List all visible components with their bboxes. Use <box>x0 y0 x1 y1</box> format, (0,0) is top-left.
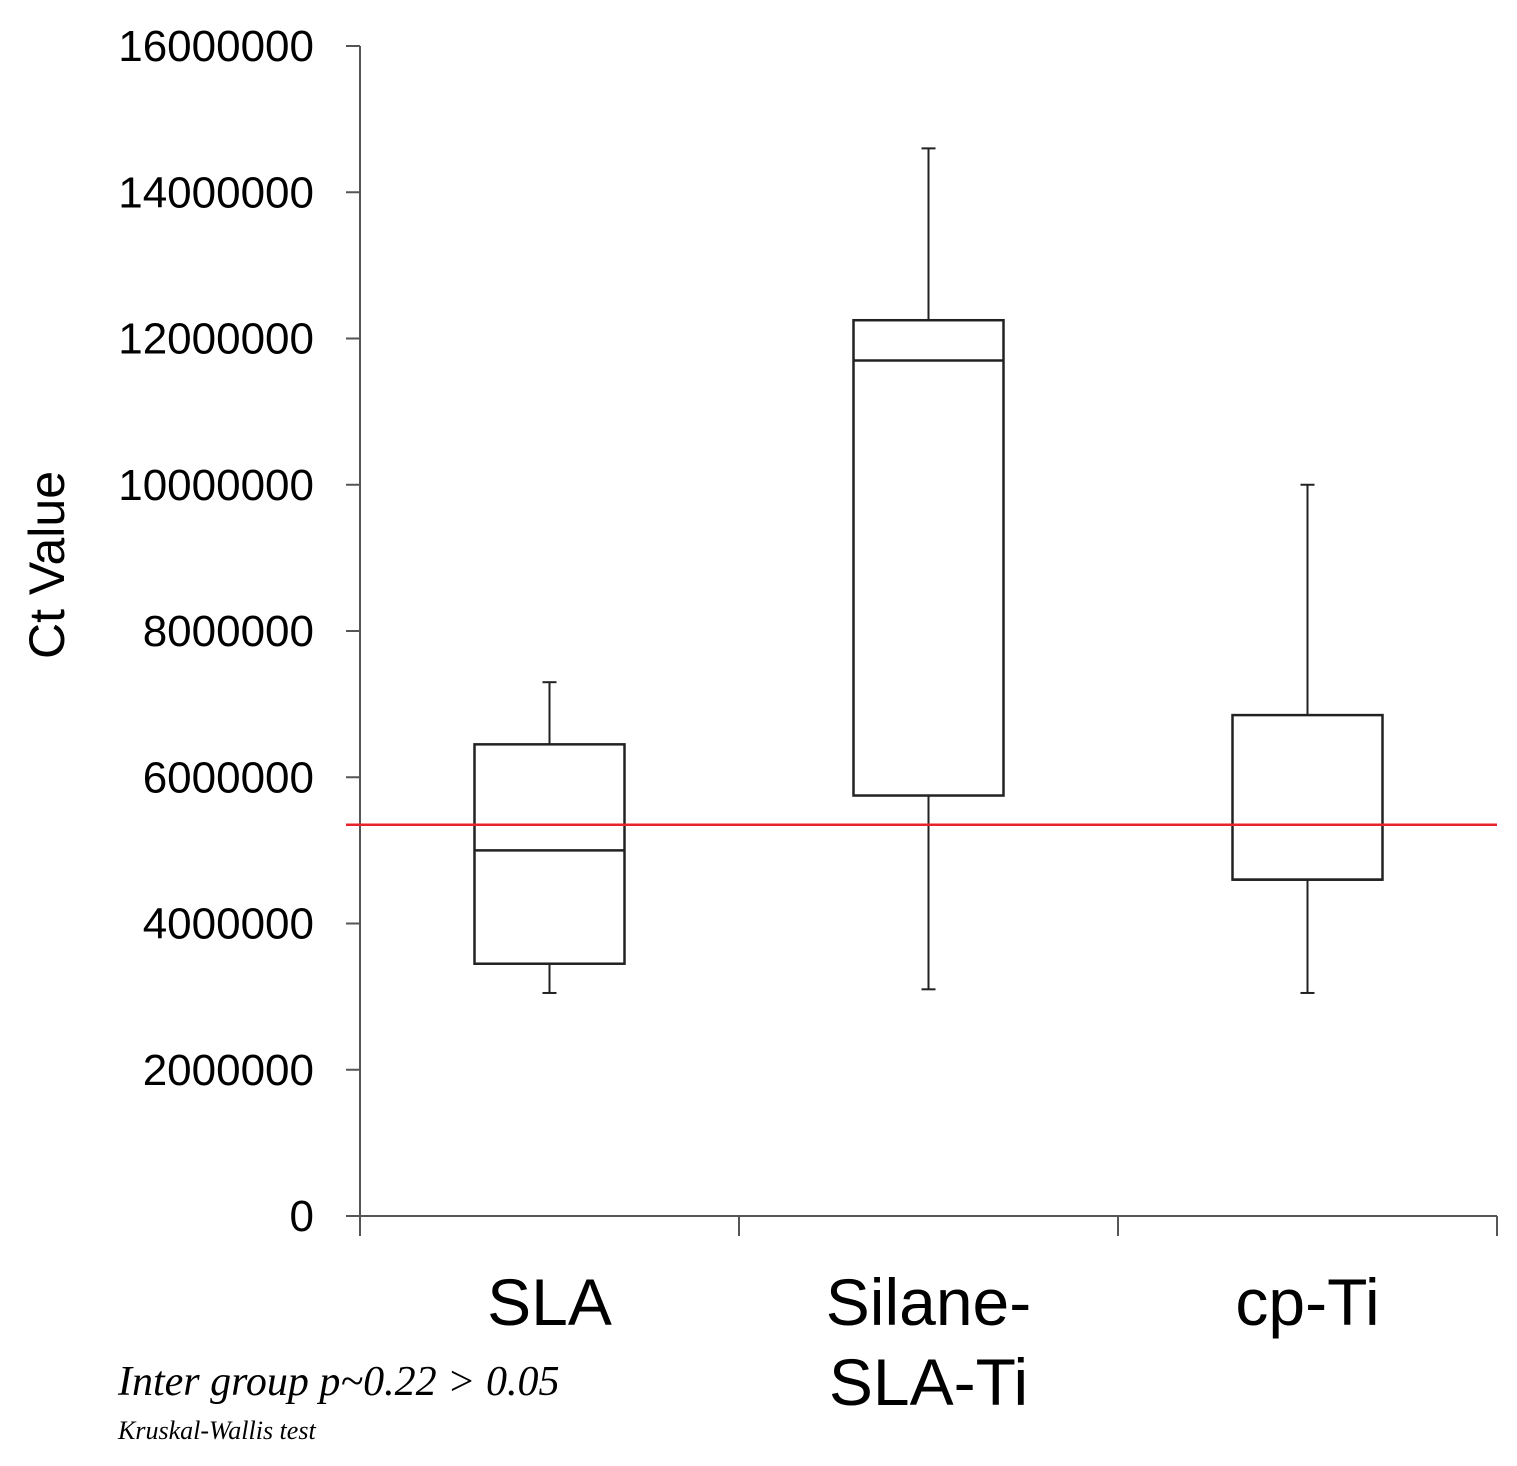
iqr-box <box>852 318 1005 797</box>
x-category-label: cp-Ti <box>1235 1265 1379 1339</box>
box-1 <box>852 147 1005 991</box>
y-axis: 0 2000000 4000000 6000000 8000000 10000000 120… <box>118 22 361 1241</box>
x-axis: SLA Silane-SLA-Ti cp-Ti <box>359 1215 1498 1419</box>
y-tick-label: 8000000 <box>143 607 314 656</box>
iqr-box <box>1231 713 1384 881</box>
y-tick-label: 4000000 <box>143 900 314 949</box>
y-tick-label: 6000000 <box>143 753 314 802</box>
y-tick-label: 10000000 <box>118 461 314 510</box>
stat-annotation: Inter group p~0.22 > 0.05 <box>117 1359 560 1405</box>
y-tick-label: 0 <box>290 1192 314 1241</box>
box-2 <box>1231 483 1384 994</box>
iqr-box <box>473 743 626 965</box>
x-category-label: SLA <box>487 1265 612 1339</box>
box-0 <box>473 681 626 994</box>
y-tick-label: 14000000 <box>118 168 314 217</box>
box-series <box>473 147 1384 994</box>
y-tick-label: 2000000 <box>143 1046 314 1095</box>
y-tick-label: 12000000 <box>118 315 314 364</box>
test-name-annotation: Kruskal-Wallis test <box>117 1416 316 1445</box>
x-category-label: Silane- <box>826 1265 1031 1339</box>
x-category-label: SLA-Ti <box>829 1345 1028 1419</box>
y-axis-label: Ct Value <box>19 471 75 659</box>
y-tick-label: 16000000 <box>118 22 314 71</box>
